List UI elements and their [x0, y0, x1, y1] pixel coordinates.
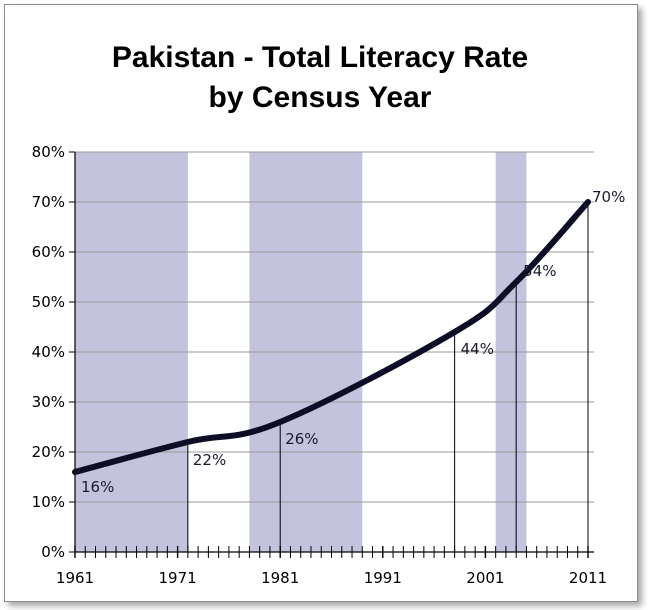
chart-title-line-2: by Census Year: [208, 81, 432, 114]
y-tick-label-0: 0%: [41, 543, 65, 561]
data-label-2004: 54%: [523, 262, 556, 280]
y-tick-label-60: 60%: [32, 243, 65, 261]
x-tick-label-2001: 2001: [466, 569, 504, 587]
data-label-1998: 44%: [461, 340, 494, 358]
drop-lines: [74, 202, 589, 552]
x-tick-label-1961: 1961: [56, 569, 94, 587]
data-label-1972: 22%: [193, 451, 226, 469]
x-tick-label-2011: 2011: [569, 569, 607, 587]
chart-title: Pakistan - Total Literacy Rate by Census…: [0, 38, 640, 118]
x-tick-label-1991: 1991: [364, 569, 402, 587]
data-point-1972: [185, 440, 190, 444]
y-tick-label-80: 80%: [32, 143, 65, 161]
x-tick-label-1981: 1981: [261, 569, 299, 587]
series-literacy-rate: [72, 199, 591, 475]
tick-labels: 0% 10% 20% 30% 40% 50% 60% 70% 80% 1961 1971 1981 19…: [32, 143, 607, 587]
y-tick-label-40: 40%: [32, 343, 65, 361]
axes: [69, 151, 594, 558]
data-point-1961: [73, 470, 77, 474]
y-tick-label-10: 10%: [32, 493, 65, 511]
data-point-2011: [586, 200, 590, 204]
series-line: [72, 199, 591, 475]
data-label-2011: 70%: [592, 188, 625, 206]
x-tick-label-1971: 1971: [159, 569, 197, 587]
data-label-1961: 16%: [81, 478, 114, 496]
data-point-1998: [452, 330, 457, 334]
data-labels: 16% 22% 26% 44% 54% 70%: [81, 188, 625, 496]
chart-title-line-1: Pakistan - Total Literacy Rate: [111, 41, 529, 74]
y-tick-label-30: 30%: [32, 393, 65, 411]
gridlines: [69, 151, 594, 503]
data-label-1981: 26%: [285, 430, 318, 448]
data-point-1981: [278, 420, 283, 424]
y-tick-label-20: 20%: [32, 443, 65, 461]
data-point-2004: [514, 280, 519, 284]
y-tick-label-70: 70%: [32, 193, 65, 211]
y-tick-label-50: 50%: [32, 293, 65, 311]
